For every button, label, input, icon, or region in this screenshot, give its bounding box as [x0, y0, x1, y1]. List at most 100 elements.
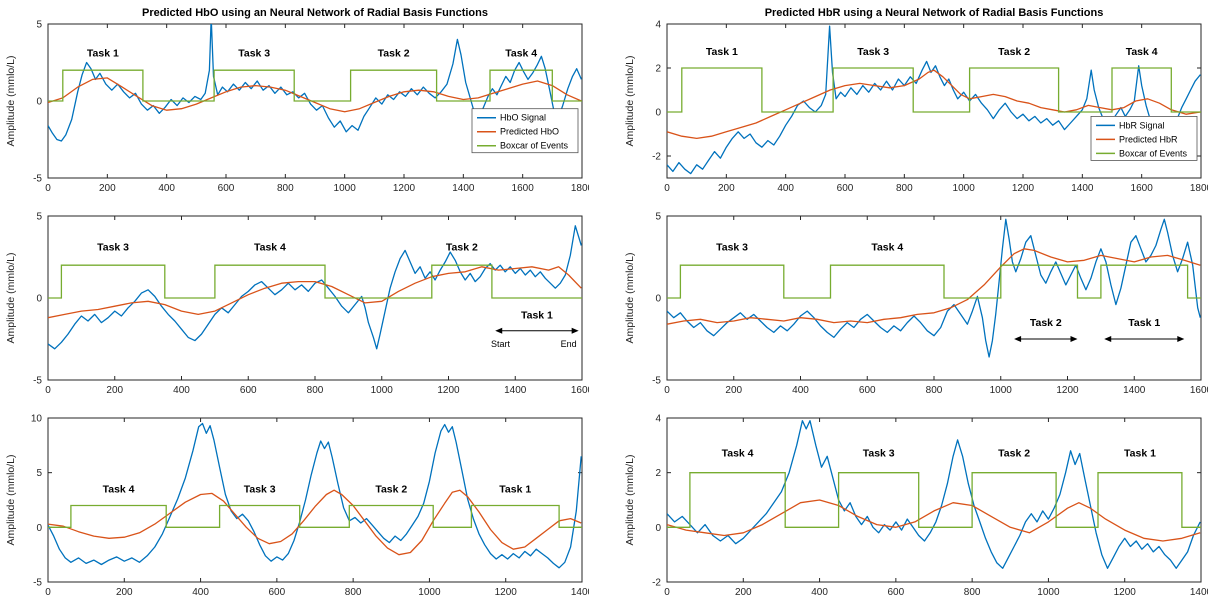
x-tick-label: 800 — [964, 587, 981, 598]
x-tick-label: 200 — [725, 385, 742, 396]
subplot-hbr-middle: 02004006008001000120014001600-505Amplitu… — [623, 206, 1208, 406]
chart-hbo-top: 020040060080010001200140016001800-505Pre… — [5, 7, 589, 194]
axes-box — [666, 23, 1202, 179]
plot-area — [667, 420, 1201, 569]
x-tick-label: 200 — [106, 385, 123, 396]
boxcar-line — [48, 69, 582, 102]
y-tick-label: -2 — [652, 152, 661, 163]
annotation-label: Task 1 — [521, 310, 553, 322]
y-tick-label: 0 — [36, 523, 42, 534]
x-tick-label: 400 — [158, 183, 175, 194]
subplot-hbr-top: 0 200 400 600 800 1000 1200 1400 1600 1800 -2 0 2 4 Pr… — [623, 4, 1208, 204]
x-tick-label: 600 — [269, 587, 286, 598]
plot-area — [667, 218, 1201, 358]
legend-item-label: HbR Signal — [1119, 120, 1165, 130]
x-tick-label: 1400 — [452, 183, 475, 194]
x-tick-label: 400 — [792, 385, 809, 396]
plot-area — [48, 24, 582, 142]
x-tick-label: 1000 — [990, 385, 1013, 396]
y-tick-label: 0 — [36, 294, 42, 305]
subplot-hbo-top: 020040060080010001200140016001800-505Pre… — [4, 4, 589, 204]
chart-hbr-top: 0 200 400 600 800 1000 1200 1400 1600 1800 -2 0 2 4 Pr… — [624, 7, 1208, 194]
task-label: Task 4 — [871, 241, 903, 253]
y-axis-label: Amplitude (mmlo/L) — [624, 252, 636, 343]
x-tick-label: 1400 — [1123, 385, 1146, 396]
task-label: Task 2 — [378, 47, 410, 59]
x-tick-label: 1200 — [1114, 587, 1137, 598]
series-hbr-signal — [667, 218, 1201, 358]
legend-item-label: Boxcar of Events — [500, 141, 569, 151]
y-axis-label: Amplitude (mmlo/L) — [624, 55, 636, 146]
task-label: Task 4 — [103, 483, 135, 495]
task-label: Task 3 — [716, 241, 748, 253]
boxcar-line — [48, 264, 582, 299]
task-label: Task 1 — [706, 46, 738, 58]
y-tick-label: 5 — [655, 212, 661, 223]
task-label: Task 2 — [998, 46, 1030, 58]
arrow-left-icon — [1014, 336, 1022, 342]
y-tick-label: 2 — [655, 468, 661, 479]
x-tick-label: 600 — [859, 385, 876, 396]
x-tick-label: 1000 — [334, 183, 357, 194]
x-tick-label: 1200 — [1056, 385, 1079, 396]
chart-hbr-middle: 02004006008001000120014001600-505Amplitu… — [624, 212, 1208, 397]
y-tick-label: 0 — [36, 97, 42, 108]
x-tick-label: 1200 — [437, 385, 460, 396]
y-tick-label: 4 — [655, 414, 661, 425]
y-axis-label: Amplitude (mmlo/L) — [5, 55, 17, 146]
task-label: Task 2 — [375, 483, 407, 495]
x-tick-label: 1000 — [953, 183, 976, 194]
chart-title: Predicted HbR using a Neural Network of … — [765, 7, 1104, 19]
x-tick-label: 600 — [837, 183, 854, 194]
x-tick-label: 200 — [116, 587, 133, 598]
y-axis-label: Amplitude (mmlo/L) — [5, 252, 17, 343]
legend-item-label: Predicted HbR — [1119, 134, 1178, 144]
x-tick-label: 200 — [718, 183, 735, 194]
x-tick-label: 0 — [664, 385, 670, 396]
series-predicted-hbo — [48, 77, 582, 113]
y-tick-label: -5 — [33, 578, 42, 589]
x-tick-label: 400 — [811, 587, 828, 598]
x-tick-label: 400 — [173, 385, 190, 396]
x-tick-label: 0 — [45, 587, 51, 598]
x-tick-label: 1000 — [371, 385, 394, 396]
x-tick-label: 1200 — [393, 183, 416, 194]
x-tick-label: 1400 — [1190, 587, 1208, 598]
task-label: Task 1 — [499, 483, 531, 495]
chart-hbo-middle: 02004006008001000120014001600-505Amplitu… — [5, 212, 589, 397]
task-label: Task 3 — [238, 47, 270, 59]
x-tick-label: 1600 — [512, 183, 535, 194]
x-tick-label: 400 — [777, 183, 794, 194]
x-tick-label: 1800 — [571, 183, 589, 194]
arrow-right-icon — [1070, 336, 1078, 342]
task-label: Task 2 — [446, 241, 478, 253]
x-tick-label: 1800 — [1190, 183, 1208, 194]
legend-item-label: Predicted HbO — [500, 127, 559, 137]
arrow-right-icon — [571, 327, 579, 334]
x-tick-label: 1000 — [418, 587, 441, 598]
y-tick-label: -5 — [33, 376, 42, 387]
x-tick-label: 800 — [926, 385, 943, 396]
x-tick-label: 1400 — [1071, 183, 1094, 194]
arrow-right-icon — [1177, 336, 1185, 342]
boxcar-line — [667, 472, 1201, 528]
y-tick-label: 5 — [36, 20, 42, 31]
x-tick-label: 400 — [192, 587, 209, 598]
axes-box — [666, 417, 1202, 583]
x-tick-label: 1200 — [1012, 183, 1035, 194]
task-label: Task 4 — [1126, 46, 1158, 58]
annotation-label: Task 2 — [1030, 317, 1062, 329]
x-tick-label: 800 — [277, 183, 294, 194]
x-tick-label: 0 — [664, 587, 670, 598]
arrow-left-icon — [1104, 336, 1112, 342]
x-tick-label: 800 — [896, 183, 913, 194]
y-tick-label: 5 — [36, 468, 42, 479]
x-tick-label: 0 — [45, 385, 51, 396]
x-tick-label: 0 — [664, 183, 670, 194]
x-tick-label: 200 — [99, 183, 116, 194]
y-tick-label: 0 — [655, 294, 661, 305]
y-tick-label: 10 — [31, 414, 43, 425]
series-hbo-signal — [48, 422, 582, 569]
x-tick-label: 600 — [888, 587, 905, 598]
